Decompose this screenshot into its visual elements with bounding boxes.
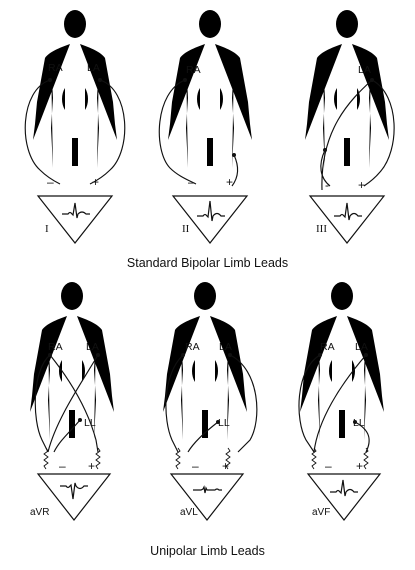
minus-sign-lead-iii: - <box>325 178 329 192</box>
wire-la-outer-lead-iii <box>363 79 395 187</box>
electrode-la-avr <box>96 353 100 357</box>
lead-ii-panel: RA – + II <box>158 10 252 244</box>
electrode-ll-lead-ii <box>232 153 236 157</box>
electrode-ll-avf <box>353 420 357 424</box>
electrode-ra-avr <box>48 353 52 357</box>
triangle-avl <box>169 473 245 521</box>
plus-sign-lead-iii: + <box>358 178 365 192</box>
electrode-ra-avl <box>181 353 185 357</box>
electrode-ra-lead-ii <box>183 78 187 82</box>
wire-la-avl <box>229 354 258 453</box>
lead-name-i: I <box>45 223 49 235</box>
minus-sign-lead-i: – <box>47 175 54 189</box>
label-la-avl: LA <box>219 341 232 353</box>
wire-ra-cross-avr <box>49 354 99 453</box>
electrode-la-avl <box>228 353 232 357</box>
wire-ra-avl <box>165 354 184 453</box>
electrode-ra-lead-i <box>48 78 52 82</box>
wire-la-lead-iii <box>321 79 373 191</box>
lead-name-avf: aVF <box>312 507 330 518</box>
ecg-trace-avr <box>60 482 88 500</box>
wire-ll-lead-iii <box>320 149 331 187</box>
body-figure-avf <box>300 282 384 460</box>
electrode-ll-lead-iii <box>323 148 327 152</box>
body-figure-avr <box>30 282 114 460</box>
label-la-lead-i: LA <box>87 62 100 74</box>
body-figure-lead-ii <box>168 10 252 188</box>
wire-ll-avf <box>354 421 370 453</box>
lead-avl-panel: RA LA LL – + aVL <box>163 282 258 521</box>
lead-i-panel: RA LA – + I <box>24 10 126 244</box>
plus-sign-avl: + <box>222 459 229 473</box>
ecg-trace-lead-ii <box>197 200 225 222</box>
label-la-avf: LA <box>355 341 368 353</box>
lead-name-iii: III <box>316 223 327 235</box>
triangle-lead-i <box>36 195 114 244</box>
wire-la-avr <box>47 354 99 453</box>
label-ll-avl: LL <box>218 417 230 429</box>
lead-iii-panel: LA - + III <box>305 10 395 244</box>
label-ra-lead-ii: RA <box>186 64 201 76</box>
minus-sign-lead-ii: – <box>188 175 195 189</box>
electrode-la-lead-i <box>98 78 102 82</box>
electrode-ra-avf <box>318 353 322 357</box>
lead-name-ii: II <box>182 223 190 235</box>
label-la-lead-iii: LA <box>358 64 371 76</box>
ecg-trace-lead-iii <box>334 202 362 221</box>
electrode-la-lead-iii <box>370 78 374 82</box>
lead-avr-panel: RA LA LL – + aVR <box>30 282 114 521</box>
wire-ra-avf <box>298 354 321 453</box>
label-ra-lead-i: RA <box>48 62 63 74</box>
resistor-left-avr <box>43 447 49 470</box>
triangle-lead-ii <box>171 195 249 244</box>
wire-la-avf <box>313 354 367 453</box>
caption-unipolar: Unipolar Limb Leads <box>150 544 265 558</box>
triangle-avr <box>36 473 112 521</box>
electrode-ll-avl <box>216 420 220 424</box>
plus-sign-lead-i: + <box>92 175 99 189</box>
plus-sign-lead-ii: + <box>226 175 233 189</box>
label-ra-avl: RA <box>185 341 200 353</box>
triangle-lead-iii <box>308 195 386 244</box>
triangle-avf <box>306 473 382 521</box>
body-figure-lead-i <box>33 10 117 188</box>
wire-ra-lead-ii <box>158 79 197 185</box>
electrode-la-avf <box>364 353 368 357</box>
wire-ll-avr <box>53 419 81 453</box>
lead-avf-panel: RA LA LL – + aVF <box>298 282 384 521</box>
label-ll-avr: LL <box>84 417 96 429</box>
caption-standard-bipolar: Standard Bipolar Limb Leads <box>126 256 289 270</box>
label-la-avr: LA <box>86 341 99 353</box>
wire-ll-lead-ii <box>231 154 239 187</box>
body-figure-lead-iii <box>305 10 389 188</box>
wire-ll-avl <box>187 421 219 453</box>
plus-sign-avr: + <box>88 459 95 473</box>
wire-ra-lead-i <box>24 79 61 185</box>
label-ra-avf: RA <box>320 341 335 353</box>
minus-sign-avl: – <box>192 459 199 473</box>
ecg-trace-avf <box>330 479 358 497</box>
wire-ra-avr <box>34 354 51 453</box>
label-ll-avf: LL <box>353 417 365 429</box>
minus-sign-avf: – <box>325 459 332 473</box>
ecg-trace-lead-i <box>62 202 90 219</box>
lead-name-avr: aVR <box>30 507 49 518</box>
plus-sign-avf: + <box>356 459 363 473</box>
label-ra-avr: RA <box>48 341 63 353</box>
minus-sign-avr: – <box>59 459 66 473</box>
electrode-ll-avr <box>78 418 82 422</box>
ecg-trace-avl <box>193 485 222 494</box>
wire-la-lead-i <box>89 79 126 185</box>
lead-name-avl: aVL <box>180 507 198 518</box>
